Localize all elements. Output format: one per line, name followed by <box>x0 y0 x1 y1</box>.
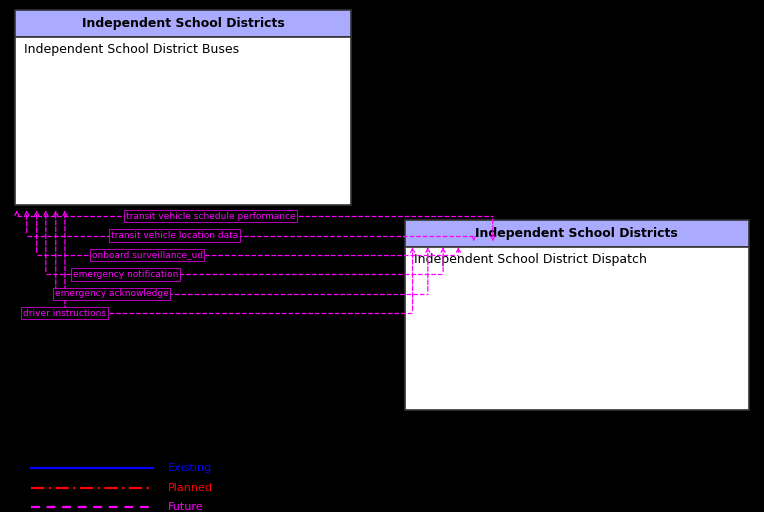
Bar <box>405 247 749 410</box>
Bar <box>405 220 749 247</box>
Text: Future: Future <box>168 502 204 512</box>
Text: Independent School District Buses: Independent School District Buses <box>24 43 240 56</box>
Text: Planned: Planned <box>168 483 213 493</box>
Text: Independent School Districts: Independent School Districts <box>475 227 678 240</box>
Bar <box>15 37 351 205</box>
Text: transit vehicle schedule performance: transit vehicle schedule performance <box>126 211 296 221</box>
Bar <box>15 10 351 37</box>
Text: transit vehicle location data: transit vehicle location data <box>111 231 238 240</box>
Text: onboard surveillance_ud: onboard surveillance_ud <box>92 250 202 260</box>
Text: emergency notification: emergency notification <box>73 270 178 279</box>
Text: Independent School District Dispatch: Independent School District Dispatch <box>414 253 647 266</box>
Text: Existing: Existing <box>168 463 212 474</box>
Text: Independent School Districts: Independent School Districts <box>82 17 285 30</box>
Text: emergency acknowledge: emergency acknowledge <box>55 289 169 298</box>
Text: driver instructions: driver instructions <box>23 309 106 318</box>
